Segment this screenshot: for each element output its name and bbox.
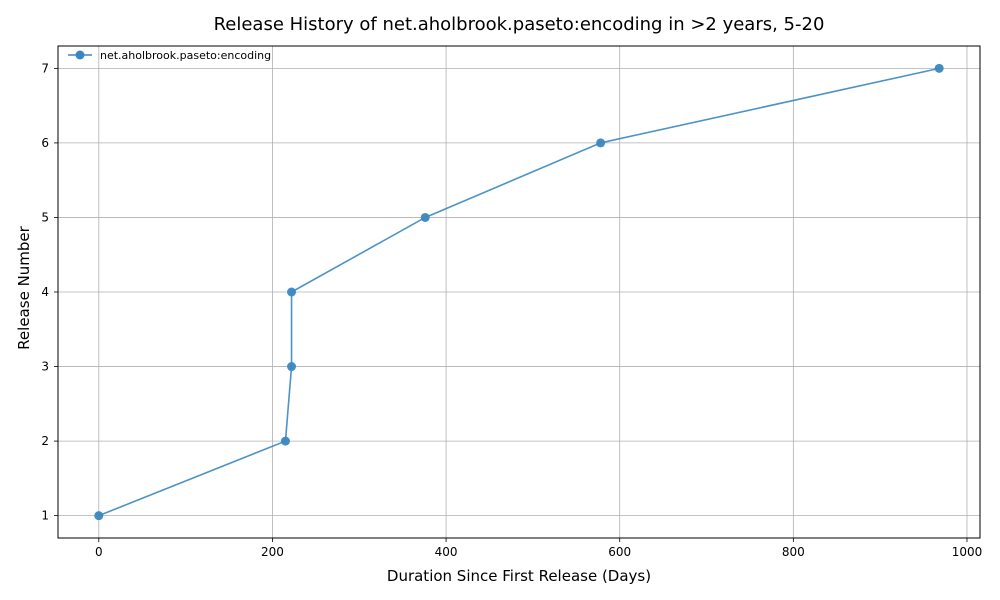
data-point [287, 362, 297, 372]
x-tick-label: 400 [435, 545, 458, 559]
data-point [287, 287, 297, 297]
x-tick-label: 0 [95, 545, 103, 559]
legend-marker [75, 50, 85, 60]
x-tick-label: 200 [261, 545, 284, 559]
y-tick-label: 5 [41, 210, 49, 224]
x-tick-label: 600 [608, 545, 631, 559]
y-axis-label: Release Number [15, 225, 33, 349]
y-tick-label: 2 [41, 434, 49, 448]
y-tick-label: 1 [41, 509, 49, 523]
data-point [280, 436, 290, 446]
x-tick-label: 800 [782, 545, 805, 559]
y-tick-label: 3 [41, 360, 49, 374]
x-axis-label: Duration Since First Release (Days) [387, 567, 651, 585]
y-tick-label: 6 [41, 136, 49, 150]
series-layer [94, 63, 944, 521]
data-point [934, 63, 944, 73]
legend: net.aholbrook.paseto:encoding [68, 49, 271, 62]
data-point [94, 511, 104, 521]
chart-title: Release History of net.aholbrook.paseto:… [214, 14, 825, 35]
x-axis-ticks: 0 200 400 600 800 1000 [95, 538, 982, 559]
y-tick-label: 4 [41, 285, 49, 299]
data-point [596, 138, 606, 148]
x-tick-label: 1000 [952, 545, 983, 559]
data-point [420, 212, 430, 222]
y-tick-label: 7 [41, 61, 49, 75]
grid [58, 46, 980, 538]
legend-label: net.aholbrook.paseto:encoding [100, 49, 271, 62]
y-axis-ticks: 1 2 3 4 5 6 7 [41, 61, 58, 523]
